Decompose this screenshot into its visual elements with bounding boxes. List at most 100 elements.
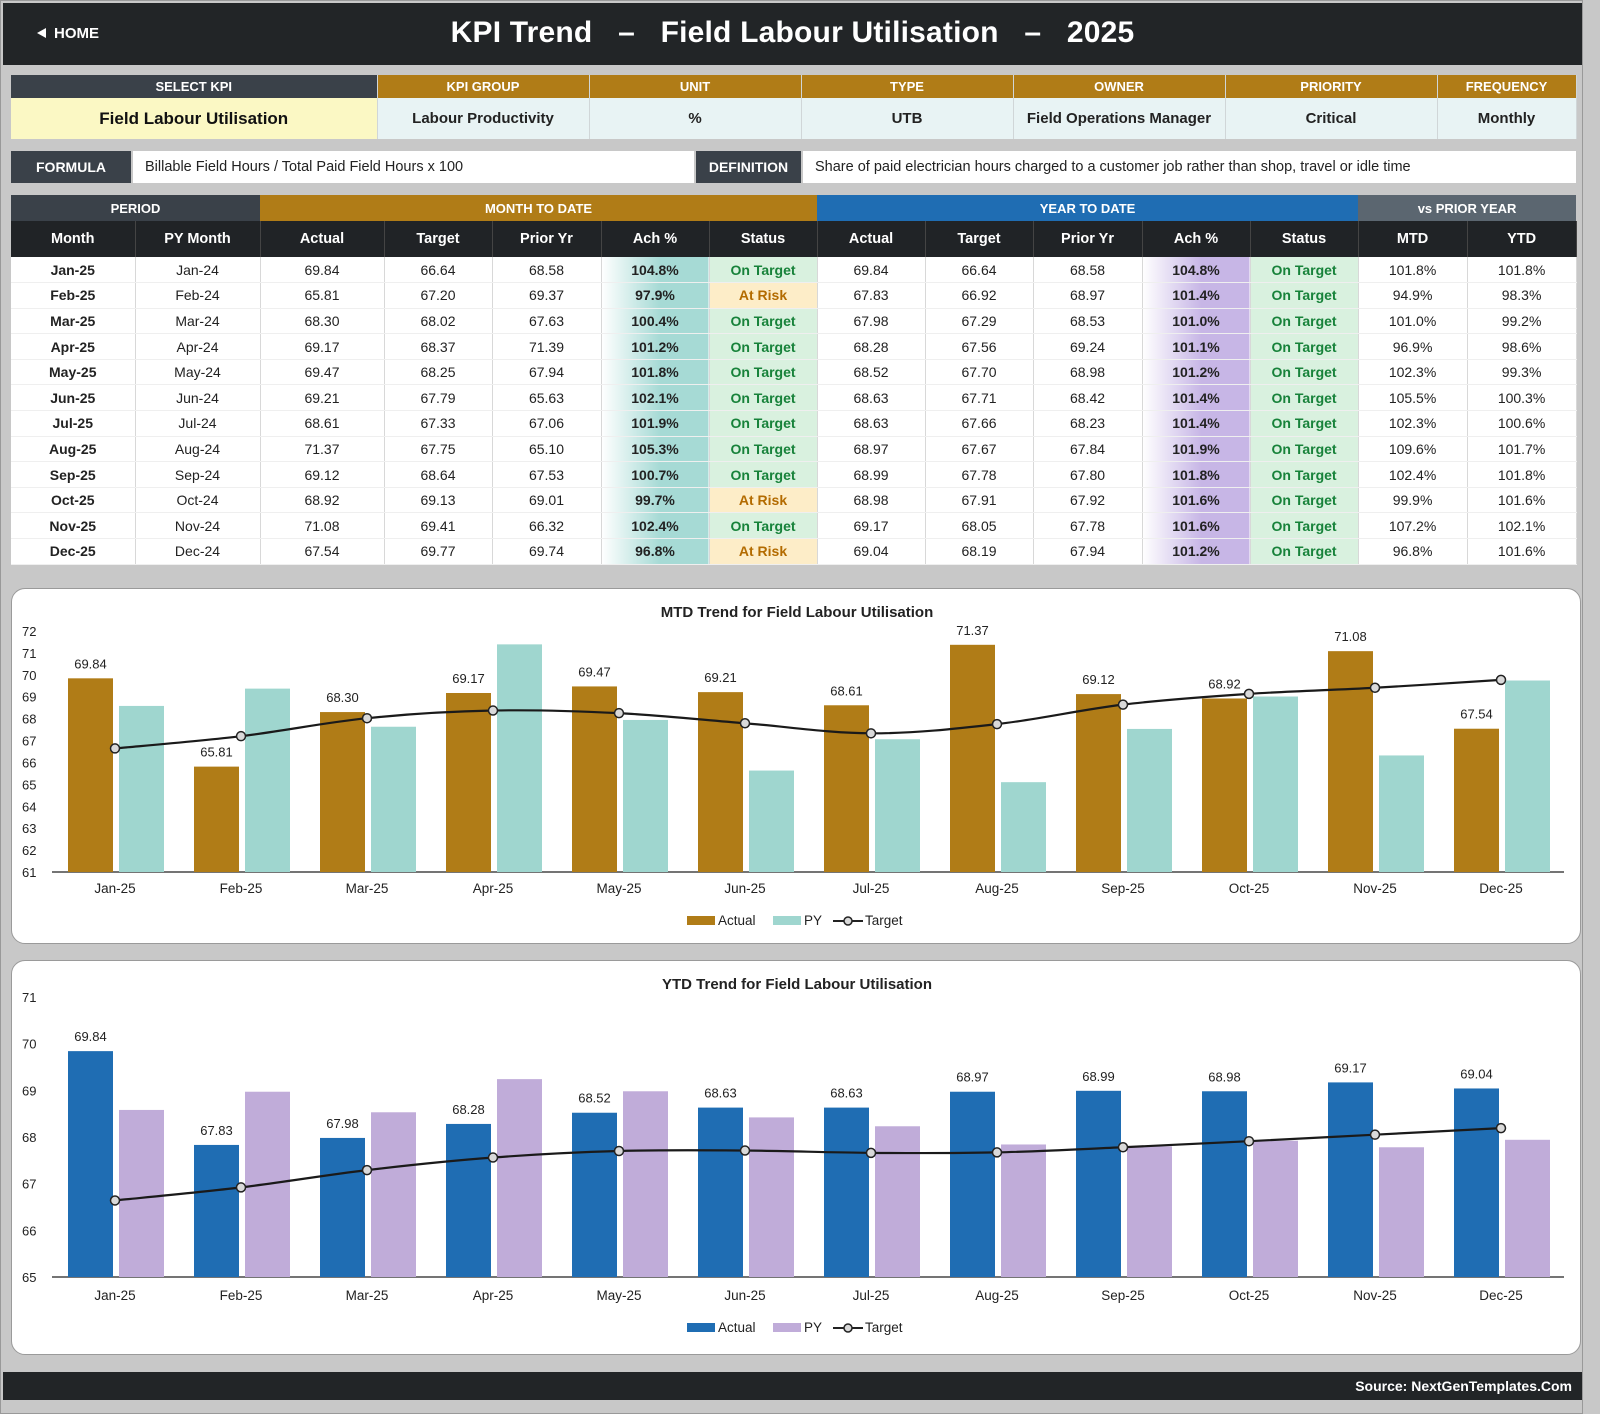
table-cell: 69.17 xyxy=(260,333,385,360)
table-cell: 68.58 xyxy=(1033,257,1143,284)
y-tick-label: 66 xyxy=(22,1223,36,1238)
table-cell: 101.8% xyxy=(1358,257,1468,284)
py-bar xyxy=(497,1079,542,1277)
legend-py-swatch xyxy=(773,916,801,925)
table-cell: 69.74 xyxy=(492,538,602,565)
legend-actual-label: Actual xyxy=(718,913,756,928)
table-cell: 102.3% xyxy=(1358,359,1468,386)
table-cell: 68.63 xyxy=(817,410,926,437)
table-cell: 66.92 xyxy=(925,282,1034,309)
legend-target-marker xyxy=(843,1323,853,1333)
table-cell: 104.8% xyxy=(1142,257,1251,284)
actual-bar xyxy=(1328,651,1373,872)
mtd-trend-chart: MTD Trend for Field Labour Utilisation 72… xyxy=(11,588,1581,944)
table-cell: On Target xyxy=(1250,282,1359,309)
table-row: Oct-25 Oct-24 68.92 69.13 69.01 99.7% At Risk 6… xyxy=(11,487,1577,514)
py-bar xyxy=(623,1091,668,1277)
x-category-label: Mar-25 xyxy=(346,881,389,896)
actual-data-label: 65.81 xyxy=(200,745,233,760)
table-cell: On Target xyxy=(709,461,818,488)
table-cell: 99.3% xyxy=(1467,359,1577,386)
x-category-label: Apr-25 xyxy=(473,881,514,896)
title-bar: HOME KPI Trend – Field Labour Utilisatio… xyxy=(3,3,1582,65)
table-cell: 101.6% xyxy=(1467,487,1577,514)
table-cell: 96.9% xyxy=(1358,333,1468,360)
column-header-row: Month PY Month Actual Target Prior Yr Ach % St… xyxy=(11,221,1577,257)
table-row: Aug-25 Aug-24 71.37 67.75 65.10 105.3% On Targ… xyxy=(11,436,1577,463)
y-tick-label: 63 xyxy=(22,821,36,836)
actual-bar xyxy=(1076,1090,1121,1277)
table-cell: 101.2% xyxy=(601,333,710,360)
x-category-label: Jan-25 xyxy=(94,1288,135,1303)
actual-data-label: 69.17 xyxy=(1334,1060,1367,1075)
x-category-label: Jul-25 xyxy=(853,1288,890,1303)
actual-bar xyxy=(1076,694,1121,872)
table-cell: 96.8% xyxy=(1358,538,1468,565)
table-cell: 66.32 xyxy=(492,512,602,540)
column-header: Target xyxy=(384,221,493,257)
table-cell: 67.91 xyxy=(925,487,1034,514)
table-cell: 101.8% xyxy=(1142,461,1251,488)
table-cell: On Target xyxy=(1250,257,1359,284)
table-cell: Oct-25 xyxy=(11,487,136,514)
table-cell: 94.9% xyxy=(1358,282,1468,309)
actual-bar xyxy=(68,678,113,872)
table-cell: Jun-25 xyxy=(11,384,136,412)
owner-value: Field Operations Manager xyxy=(1013,98,1226,139)
ytd-trend-chart: YTD Trend for Field Labour Utilisation 71… xyxy=(11,960,1581,1355)
kpi-data-table: PERIOD MONTH TO DATE YEAR TO DATE vs PRI… xyxy=(11,195,1577,565)
table-cell: On Target xyxy=(709,512,818,540)
table-cell: On Target xyxy=(1250,461,1359,488)
actual-bar xyxy=(698,1107,743,1277)
table-cell: 105.3% xyxy=(601,436,710,463)
x-category-label: Jun-25 xyxy=(724,881,765,896)
vs-prior-year-group-header: vs PRIOR YEAR xyxy=(1358,195,1577,221)
actual-bar xyxy=(572,1112,617,1277)
table-cell: Dec-25 xyxy=(11,538,136,565)
py-bar xyxy=(1001,782,1046,872)
column-header: Prior Yr xyxy=(492,221,602,257)
target-marker xyxy=(235,1182,247,1193)
table-cell: On Target xyxy=(1250,333,1359,360)
table-cell: 69.84 xyxy=(260,257,385,284)
table-cell: 101.9% xyxy=(601,410,710,437)
table-cell: Mar-24 xyxy=(135,308,261,335)
actual-data-label: 68.28 xyxy=(452,1102,485,1117)
table-cell: At Risk xyxy=(709,538,818,565)
home-button[interactable]: HOME xyxy=(37,25,99,42)
table-cell: 68.97 xyxy=(1033,282,1143,309)
py-bar xyxy=(1505,1139,1550,1277)
actual-bar xyxy=(446,1123,491,1277)
y-tick-label: 69 xyxy=(22,1083,36,1098)
actual-data-label: 68.63 xyxy=(704,1086,737,1101)
legend-target-label: Target xyxy=(865,1320,903,1335)
table-cell: 67.94 xyxy=(1033,538,1143,565)
y-tick-label: 65 xyxy=(22,777,36,792)
actual-data-label: 68.92 xyxy=(1208,676,1241,691)
table-cell: 67.98 xyxy=(817,308,926,335)
table-cell: 101.6% xyxy=(1142,487,1251,514)
chart-legend: Actual PY Target xyxy=(687,1320,903,1335)
title-kpi: KPI Trend xyxy=(450,16,593,49)
table-cell: 101.4% xyxy=(1142,384,1251,412)
select-kpi-dropdown[interactable]: Field Labour Utilisation xyxy=(11,98,378,139)
table-cell: 68.28 xyxy=(817,333,926,360)
y-tick-label: 67 xyxy=(22,1177,36,1192)
x-category-label: Dec-25 xyxy=(1479,1288,1523,1303)
py-bar xyxy=(371,726,416,872)
target-marker xyxy=(865,728,877,739)
table-cell: 101.2% xyxy=(1142,538,1251,565)
x-category-label: Jan-25 xyxy=(94,881,135,896)
target-marker xyxy=(613,1145,625,1157)
table-cell: 67.78 xyxy=(925,461,1034,488)
y-tick-label: 68 xyxy=(22,712,36,727)
chart-legend: Actual PY Target xyxy=(687,913,903,928)
kpi-group-value: Labour Productivity xyxy=(377,98,590,139)
table-cell: 68.23 xyxy=(1033,410,1143,437)
x-category-label: Sep-25 xyxy=(1101,1288,1145,1303)
chart-svg: YTD Trend for Field Labour Utilisation 71… xyxy=(22,976,1564,1335)
py-bar xyxy=(875,1126,920,1277)
column-header: Ach % xyxy=(1142,221,1251,257)
table-body: Jan-25 Jan-24 69.84 66.64 68.58 104.8% On Targ… xyxy=(11,257,1577,565)
table-cell: Feb-24 xyxy=(135,282,261,309)
